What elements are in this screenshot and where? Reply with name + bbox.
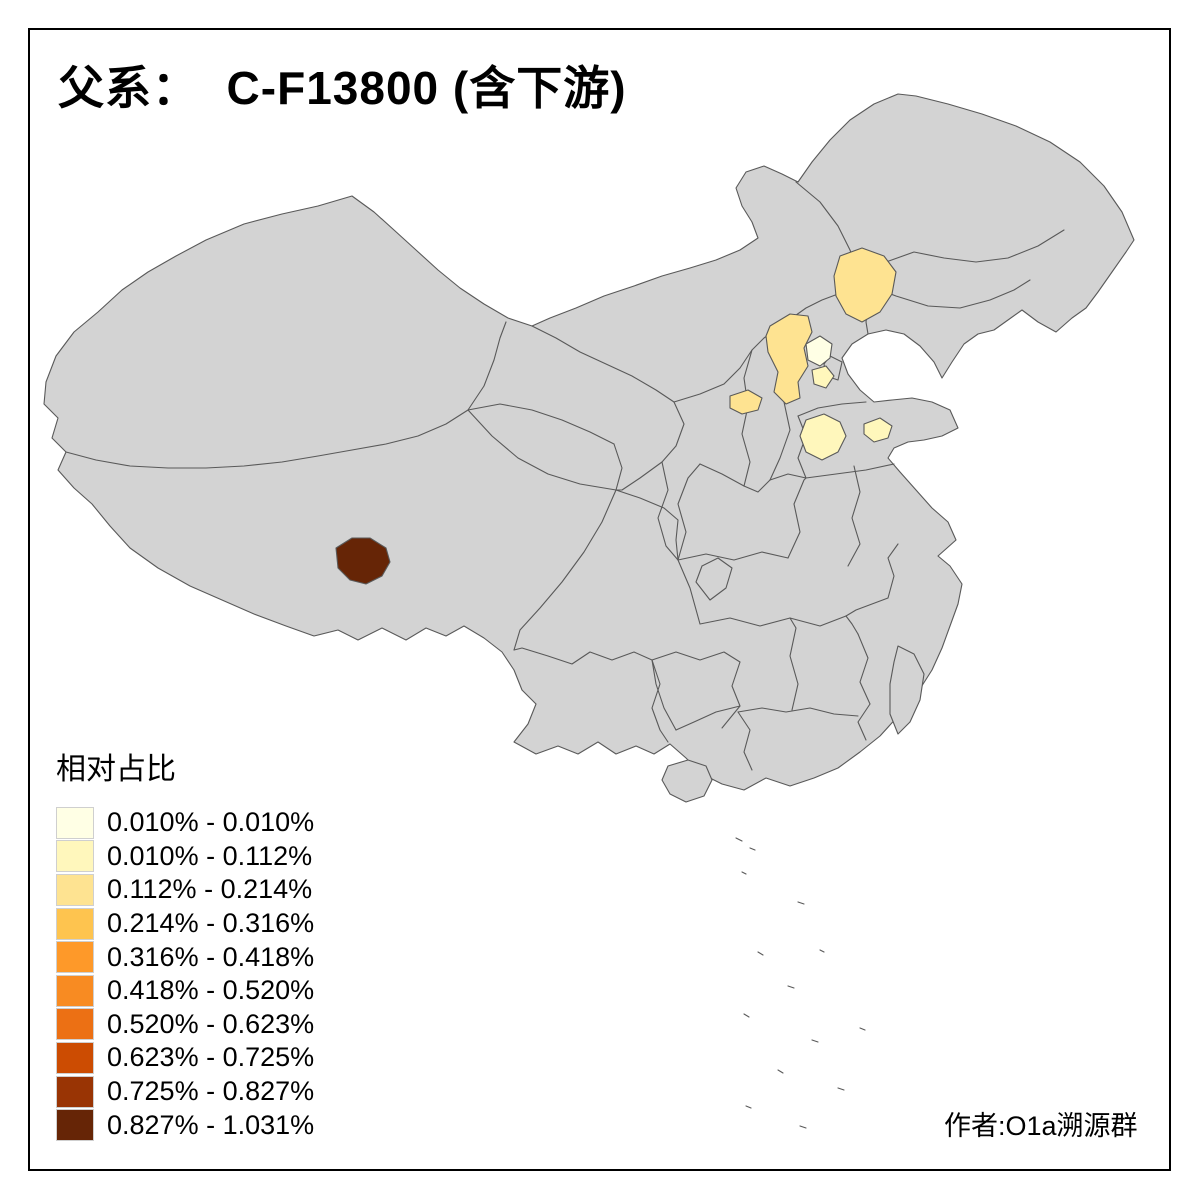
legend-label: 0.112% - 0.214%: [107, 874, 313, 905]
legend-label: 0.214% - 0.316%: [107, 908, 315, 939]
legend-row: 0.316% - 0.418%: [56, 940, 314, 974]
highlight-southeast-inner-mongolia: [833, 247, 897, 323]
legend-swatch: [56, 840, 94, 873]
map-title: 父系： C-F13800 (含下游): [58, 62, 627, 114]
author-credit: 作者:O1a溯源群: [944, 1111, 1138, 1141]
legend-row: 0.010% - 0.010%: [56, 806, 314, 840]
legend-row: 0.010% - 0.112%: [56, 840, 314, 874]
legend-row: 0.623% - 0.725%: [56, 1041, 314, 1075]
legend-label: 0.520% - 0.623%: [107, 1008, 315, 1039]
legend-swatch: [56, 907, 94, 940]
legend-swatch: [56, 1075, 94, 1108]
legend-label: 0.725% - 0.827%: [107, 1076, 315, 1107]
legend: 相对占比 0.010% - 0.010% 0.010% - 0.112% 0.1…: [56, 744, 314, 1142]
mainland-outline: [43, 93, 1135, 791]
south-china-sea-islets: [735, 837, 866, 1129]
legend-swatch: [56, 1041, 94, 1074]
legend-title: 相对占比: [56, 753, 176, 786]
highlighted-regions: [335, 247, 897, 585]
legend-rows: 0.010% - 0.010% 0.010% - 0.112% 0.112% -…: [56, 806, 314, 1142]
legend-row: 0.418% - 0.520%: [56, 974, 314, 1008]
legend-row: 0.725% - 0.827%: [56, 1075, 314, 1109]
highlight-north-shanxi: [729, 389, 763, 415]
highlight-shandong-peninsula: [863, 417, 893, 443]
legend-swatch: [56, 974, 94, 1007]
legend-label: 0.418% - 0.520%: [107, 975, 315, 1006]
islands: [661, 645, 925, 803]
province-borders: [65, 181, 1065, 771]
legend-label: 0.827% - 1.031%: [107, 1109, 315, 1140]
legend-label: 0.010% - 0.112%: [107, 840, 313, 871]
china-border-group: [43, 93, 1135, 1129]
taiwan-island: [889, 645, 925, 735]
legend-row: 0.520% - 0.623%: [56, 1008, 314, 1042]
highlight-beijing: [805, 335, 833, 367]
highlight-south-of-beijing: [811, 365, 835, 389]
legend-swatch: [56, 941, 94, 974]
legend-swatch: [56, 1109, 94, 1142]
legend-swatch: [56, 1008, 94, 1041]
legend-row: 0.214% - 0.316%: [56, 907, 314, 941]
legend-swatch: [56, 806, 94, 839]
legend-row: 0.827% - 1.031%: [56, 1108, 314, 1142]
legend-row: 0.112% - 0.214%: [56, 873, 314, 907]
legend-label: 0.316% - 0.418%: [107, 941, 315, 972]
highlight-northwest-hebei: [765, 313, 813, 405]
legend-label: 0.010% - 0.010%: [107, 807, 315, 838]
legend-swatch: [56, 873, 94, 906]
highlight-west-shandong: [799, 413, 847, 461]
china-land-group: [43, 93, 1135, 1129]
legend-label: 0.623% - 0.725%: [107, 1042, 315, 1073]
hainan-island: [661, 759, 713, 803]
highlight-lhasa-tibet: [335, 537, 391, 585]
